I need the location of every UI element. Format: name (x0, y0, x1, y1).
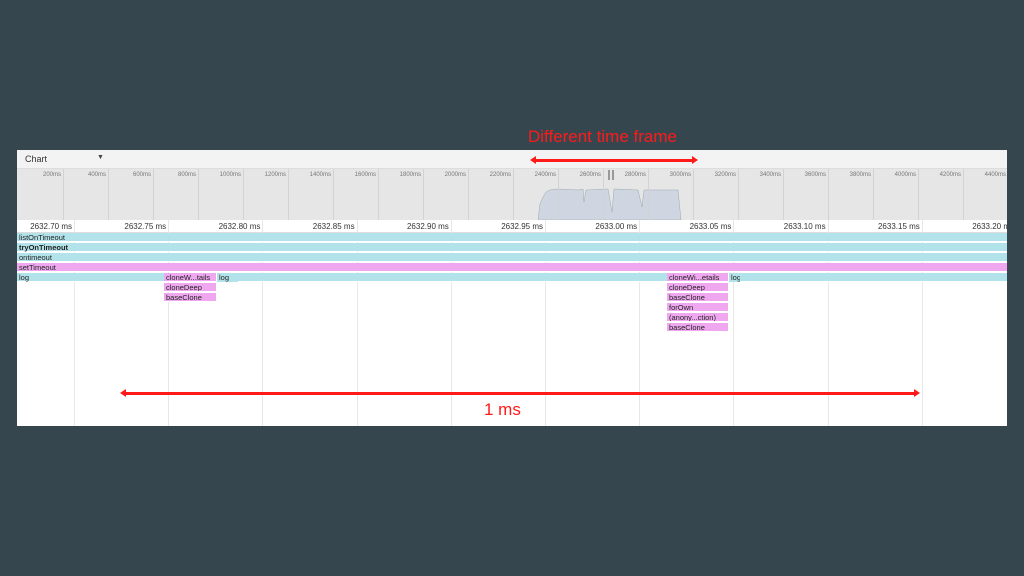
ruler-gridline (262, 220, 264, 426)
flame-frame[interactable]: (anony...ction) (667, 313, 728, 322)
annotation-different-time-frame: Different time frame (528, 127, 677, 146)
overview-tick-label: 1000ms (219, 172, 241, 178)
activity-area (538, 188, 682, 220)
ruler-tick-label: 2632.90 ms (406, 222, 449, 231)
overview-gridline (558, 169, 559, 220)
ruler-gridline (450, 220, 452, 426)
overview-tick-label: 3800ms (849, 172, 871, 178)
activity-graph (538, 188, 682, 220)
ruler-tick-label: 2632.70 ms (30, 222, 72, 231)
overview-gridline (423, 169, 424, 220)
time-ruler: 2632.70 ms 2632.75 ms 2632.80 ms 2632.85 ms… (17, 220, 1007, 233)
overview-tick-label: 3200ms (714, 172, 736, 178)
flame-row-log[interactable]: log (17, 273, 1007, 282)
overview-tick-label: 4400ms (984, 172, 1006, 178)
overview-tick-label: 600ms (132, 172, 151, 178)
ruler-tick-label: 2632.95 ms (501, 222, 543, 231)
flame-frame[interactable]: baseClone (667, 323, 728, 332)
overview-gridline (918, 169, 919, 220)
overview-gridline (333, 169, 334, 220)
ruler-tick-label: 2633.10 ms (783, 222, 826, 231)
toolbar: Chart ▼ (17, 150, 1007, 169)
overview-tick-label: 1400ms (309, 172, 331, 178)
ruler-tick-label: 2632.75 ms (124, 222, 167, 231)
annotation-arrow-top (530, 156, 698, 164)
overview-gridline (648, 169, 649, 220)
flame-frame[interactable]: cloneDeep (164, 283, 216, 292)
ruler-tick-label: 2632.85 ms (312, 222, 355, 231)
flame-frame[interactable]: cloneW...tails (164, 273, 216, 282)
ruler-gridline (74, 220, 75, 426)
overview-tick-label: 200ms (42, 172, 61, 178)
overview-gridline (108, 169, 109, 220)
ruler-tick-label: 2633.15 ms (877, 222, 920, 231)
overview-tick-label: 800ms (177, 172, 196, 178)
flame-chart-panel: Chart ▼ 200ms 400ms 600ms 800ms 1000ms 1200ms… (17, 150, 1007, 426)
overview-tick-label: 3400ms (759, 172, 781, 178)
ruler-tick-label: 2633.00 ms (595, 222, 638, 231)
ruler-gridline (827, 220, 829, 426)
overview-tick-label: 2200ms (489, 172, 511, 178)
overview-gridline (963, 169, 964, 220)
ruler-gridline (639, 220, 641, 426)
overview-gridline (288, 169, 289, 220)
overview-gridline (198, 169, 199, 220)
overview-gridline (513, 169, 514, 220)
overview-tick-label: 400ms (87, 172, 106, 178)
overview-tick-label: 2000ms (444, 172, 466, 178)
flame-frame[interactable]: baseClone (164, 293, 216, 302)
flame-frame[interactable]: cloneDeep (667, 283, 728, 292)
overview-gridline (153, 169, 154, 220)
flame-frame[interactable]: cloneWi...etails (667, 273, 728, 282)
overview-tick-label: 2800ms (624, 172, 646, 178)
overview-gridline (243, 169, 244, 220)
overview-tick-label: 1800ms (399, 172, 421, 178)
ruler-gridline (168, 220, 170, 426)
ruler-gridline (545, 220, 546, 426)
overview-tick-label: 2400ms (534, 172, 556, 178)
overview-gridline (873, 169, 874, 220)
flame-log-bar[interactable]: log (728, 273, 740, 282)
flame-frame[interactable]: baseClone (667, 293, 728, 302)
flame-row-ontimeout[interactable]: ontimeout (17, 253, 1007, 262)
ruler-gridline (921, 220, 923, 426)
overview-tick-label: 1200ms (264, 172, 286, 178)
flame-row-settimeout[interactable]: setTimeout (17, 263, 1007, 272)
overview-gridline (693, 169, 694, 220)
overview-tick-label: 2600ms (579, 172, 601, 178)
overview-tick-label: 4200ms (939, 172, 961, 178)
timeline-overview[interactable]: 200ms 400ms 600ms 800ms 1000ms 1200ms 1400ms 16… (17, 169, 1007, 220)
overview-tick-label: 3600ms (804, 172, 826, 178)
ruler-tick-label: 2633.05 ms (689, 222, 732, 231)
flame-row-tryontimeout[interactable]: tryOnTimeout (17, 243, 1007, 252)
flame-row-listontimeout[interactable]: listOnTimeout (17, 233, 1007, 242)
flame-log-bar[interactable]: log (216, 273, 238, 282)
overview-tick-label: 4000ms (894, 172, 916, 178)
ruler-gridline (356, 220, 358, 426)
overview-gridline (603, 169, 604, 220)
ruler-tick-label: 2633.20 ms (972, 222, 1007, 231)
annotation-1ms: 1 ms (484, 400, 521, 419)
overview-gridline (378, 169, 379, 220)
flame-frame[interactable]: forOwn (667, 303, 728, 312)
overview-tick-label: 3000ms (669, 172, 691, 178)
annotation-arrow-bottom (120, 389, 920, 397)
overview-gridline (828, 169, 829, 220)
overview-gridline (468, 169, 469, 220)
overview-handle[interactable] (608, 170, 614, 180)
overview-tick-label: 1600ms (354, 172, 376, 178)
overview-gridline (783, 169, 784, 220)
overview-gridline (738, 169, 739, 220)
ruler-tick-label: 2632.80 ms (218, 222, 261, 231)
overview-gridline (63, 169, 64, 220)
view-mode-select[interactable]: Chart (25, 154, 48, 164)
ruler-gridline (733, 220, 735, 426)
dropdown-arrow-icon[interactable]: ▼ (97, 154, 104, 161)
